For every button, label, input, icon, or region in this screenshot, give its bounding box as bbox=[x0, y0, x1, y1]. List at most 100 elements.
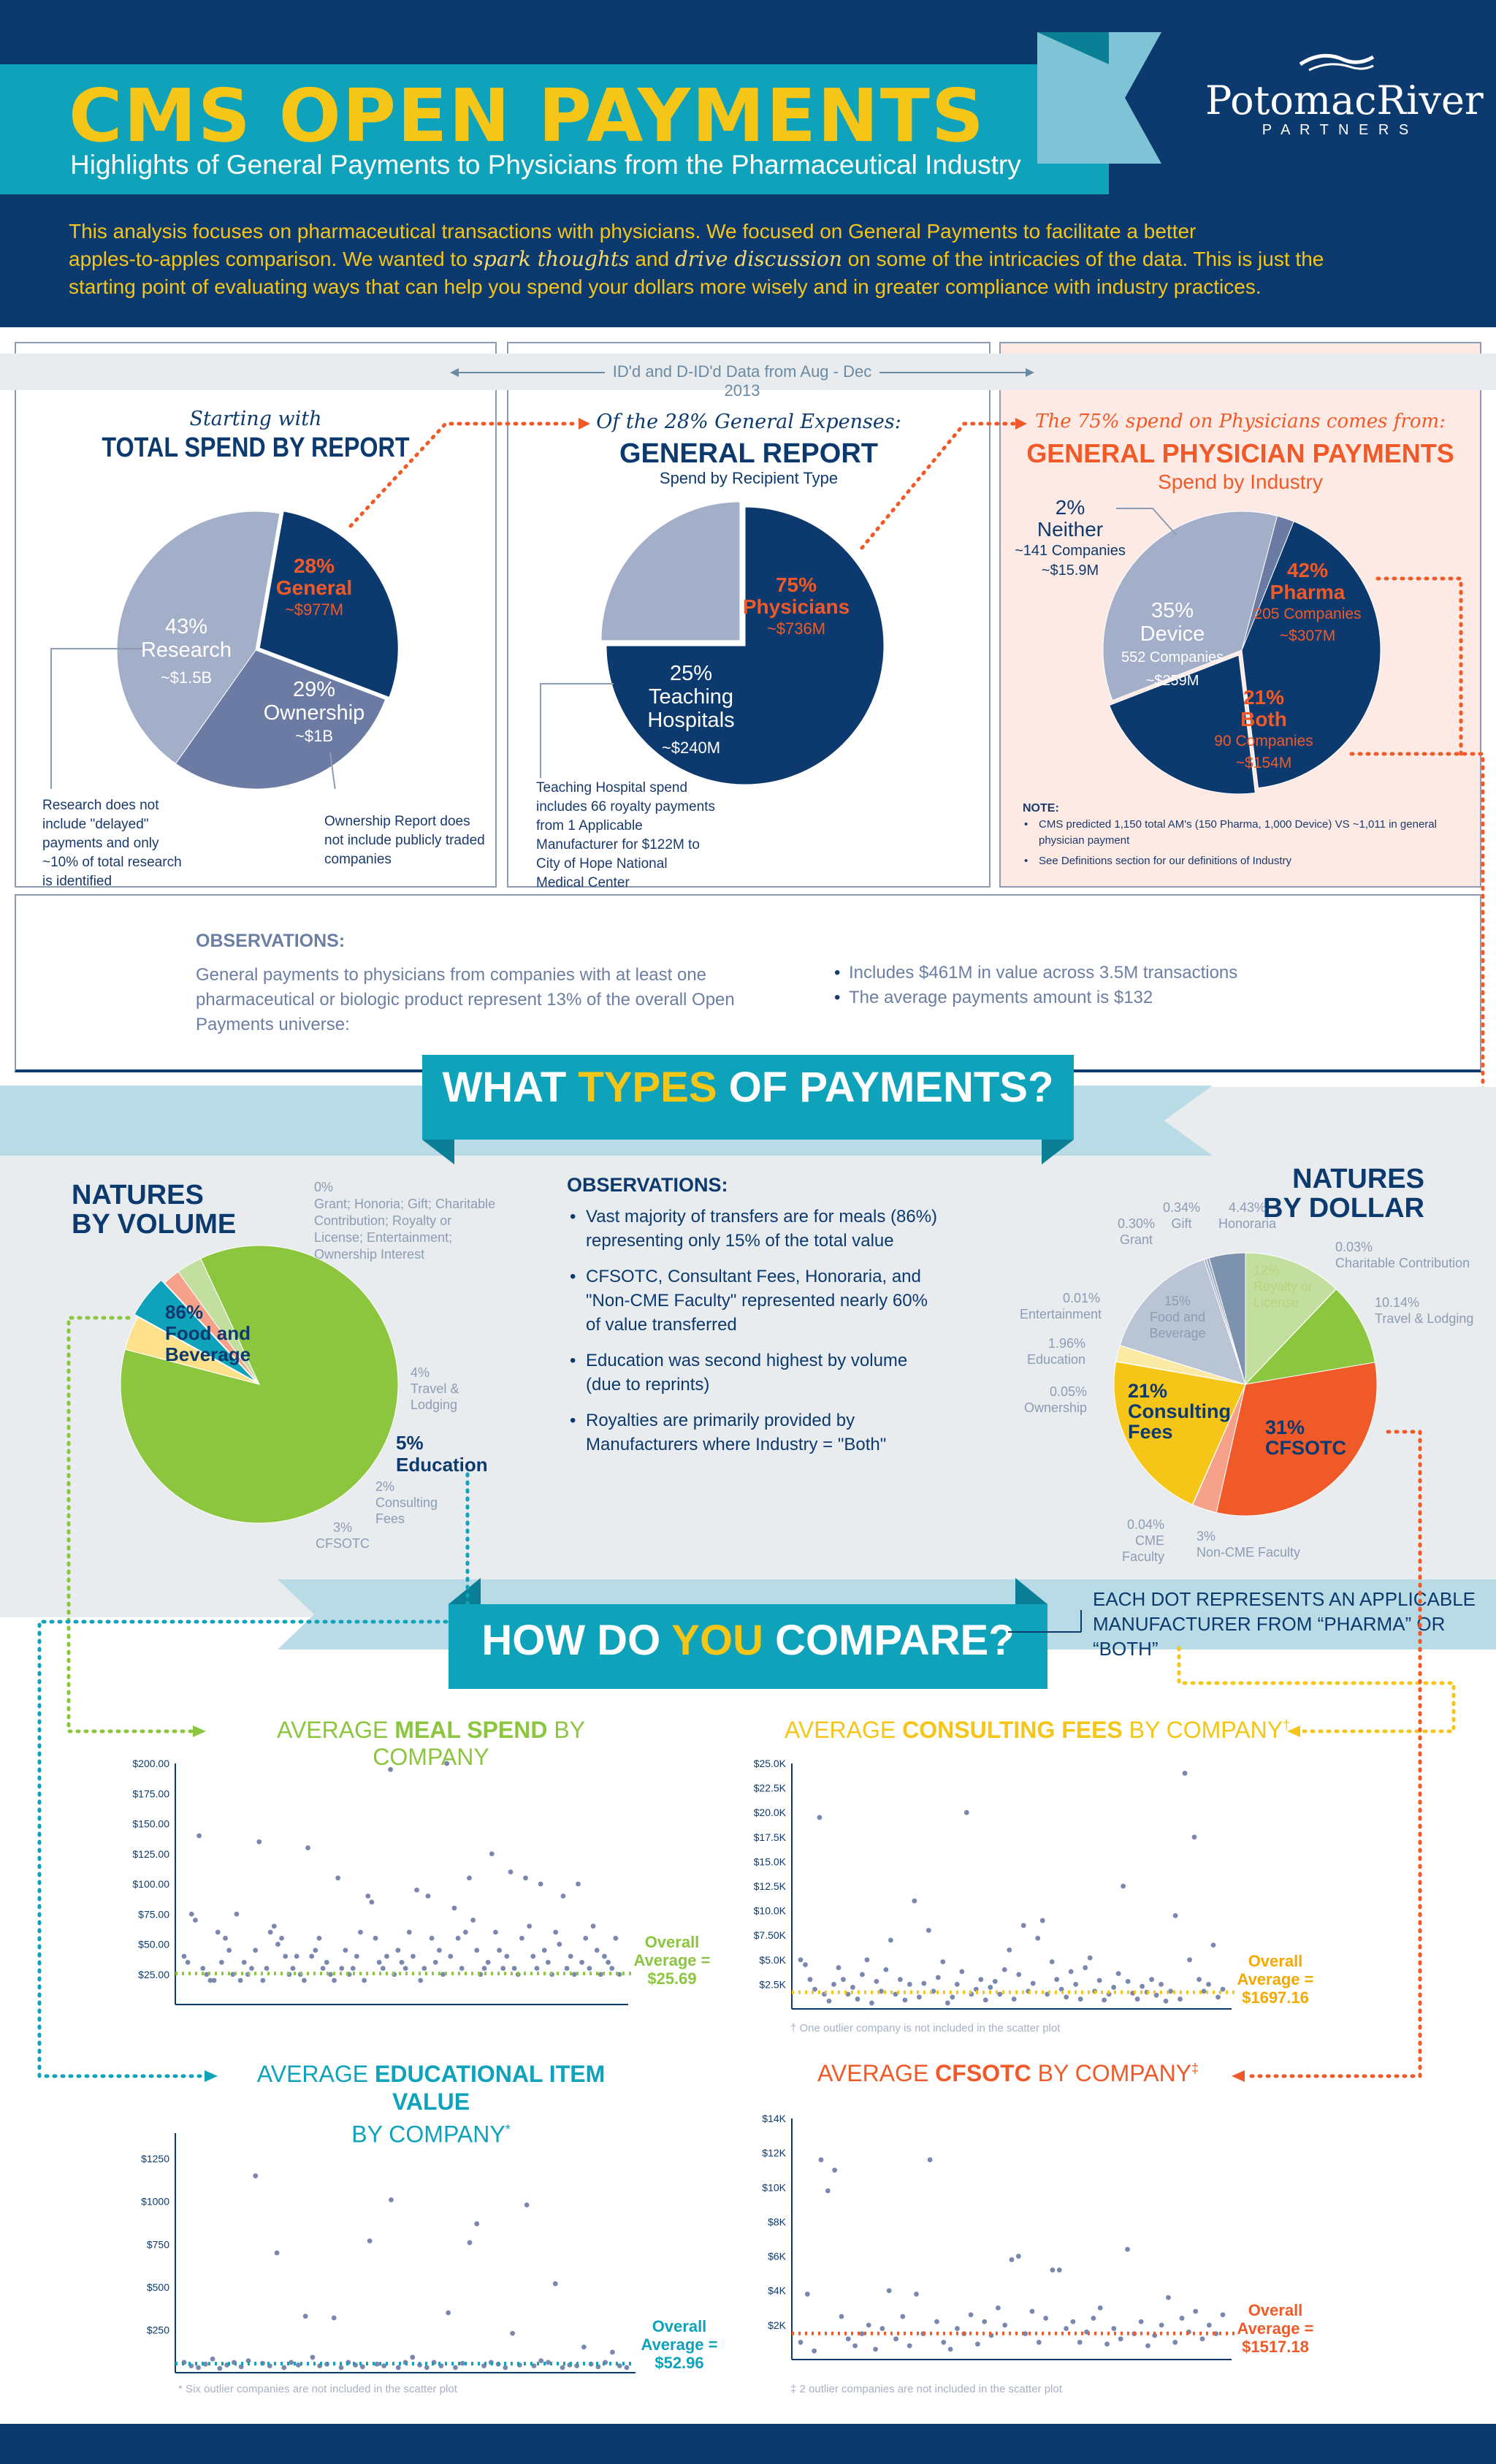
data-point bbox=[963, 1809, 969, 1815]
pie-slice-neither bbox=[1241, 515, 1294, 651]
cfsotc-footnote: ‡ 2 outlier companies are not included i… bbox=[790, 2383, 1062, 2395]
data-point bbox=[864, 1957, 870, 1963]
section2-title-a: WHAT bbox=[442, 1064, 579, 1111]
panel3-note-item: CMS predicted 1,150 total AM's (150 Phar… bbox=[1023, 817, 1461, 849]
data-point bbox=[283, 1953, 289, 1959]
data-point bbox=[436, 1948, 442, 1953]
intro-line-2: apples-to-apples comparison. We wanted t… bbox=[69, 245, 1457, 273]
data-point bbox=[1043, 2316, 1049, 2321]
data-point bbox=[594, 1948, 600, 1953]
dol-food-name2: Beverage bbox=[1149, 1326, 1206, 1340]
section3-title-c: COMPARE? bbox=[763, 1617, 1015, 1664]
data-point bbox=[470, 1918, 476, 1923]
data-point bbox=[914, 2292, 919, 2297]
pie3-device-amt: ~$259M bbox=[1145, 673, 1199, 689]
pie-slice-travel bbox=[1244, 1288, 1376, 1385]
edu-title-b: EDUCATIONAL ITEM VALUE bbox=[374, 2061, 606, 2115]
data-point bbox=[845, 2336, 851, 2342]
section2-title-types: TYPES bbox=[578, 1064, 717, 1111]
data-point bbox=[1077, 1996, 1083, 2002]
data-point bbox=[1009, 2257, 1015, 2262]
data-point bbox=[860, 1972, 865, 1977]
data-point bbox=[579, 1959, 585, 1965]
edu-avg-line2: Average = bbox=[641, 2335, 718, 2354]
data-point bbox=[818, 2157, 824, 2162]
dot-note-line2: MANUFACTURER FROM “PHARMA” OR “BOTH” bbox=[1093, 1613, 1446, 1660]
data-point bbox=[274, 2250, 280, 2256]
pie-slice-teaching-hospitals bbox=[600, 501, 741, 641]
cfsotc-scatter: $2K $4K $6K $8K $10K $12K $14K bbox=[762, 2113, 1239, 2360]
pie-slice-physicians bbox=[606, 506, 885, 785]
data-point bbox=[362, 1977, 367, 1983]
vol-consult-pct: 2% bbox=[375, 1479, 395, 1494]
meal-avg-value: $25.69 bbox=[647, 1969, 697, 1988]
data-point bbox=[552, 2281, 558, 2286]
panel1-note-research: Research does not include "delayed" paym… bbox=[42, 798, 182, 889]
data-point bbox=[1054, 1977, 1060, 1983]
data-point bbox=[1118, 2336, 1123, 2342]
data-point bbox=[414, 1887, 419, 1893]
data-point bbox=[295, 2362, 301, 2368]
data-point bbox=[497, 1948, 502, 1953]
dol-grant-pct: 0.30% bbox=[1118, 1216, 1156, 1231]
data-point bbox=[519, 1935, 524, 1941]
pie2-physicians-pct: 75% bbox=[775, 573, 817, 596]
data-point bbox=[534, 1966, 540, 1971]
data-point bbox=[373, 1935, 378, 1941]
pie-slice-cfsotc bbox=[1216, 1362, 1378, 1517]
y-tick-label: $6K bbox=[768, 2251, 787, 2262]
data-point bbox=[215, 1929, 221, 1935]
banner-ribbon bbox=[1037, 32, 1161, 164]
consult-title-b: CONSULTING FEES bbox=[902, 1717, 1123, 1743]
data-point bbox=[916, 1994, 922, 2000]
dol-own-pct: 0.05% bbox=[1049, 1384, 1087, 1399]
data-point bbox=[812, 2348, 817, 2354]
cfsotc-avg-value: $1517.18 bbox=[1242, 2338, 1309, 2356]
pie3-both-amt: ~$154M bbox=[1235, 755, 1292, 771]
title-banner bbox=[0, 64, 1109, 194]
dollar-title-1: NATURES bbox=[1292, 1164, 1424, 1194]
data-point bbox=[503, 2365, 508, 2370]
data-point bbox=[982, 2319, 988, 2324]
data-point bbox=[327, 1972, 333, 1977]
pie1-ownership-amt: ~$1B bbox=[295, 727, 333, 745]
data-point bbox=[613, 1935, 619, 1941]
y-tick-label: $2K bbox=[768, 2319, 787, 2331]
data-point bbox=[302, 1977, 307, 1983]
y-tick-label: $250 bbox=[147, 2324, 169, 2335]
intro-script-1: spark thoughts bbox=[473, 247, 630, 271]
vol-food-label: 86% Food and Beverage bbox=[165, 1302, 251, 1365]
data-point bbox=[1029, 2308, 1035, 2314]
data-point bbox=[467, 2240, 473, 2246]
data-point bbox=[571, 1972, 577, 1977]
pie1-label-general: 28% General ~$977M bbox=[263, 555, 365, 621]
data-point bbox=[459, 2360, 465, 2366]
cfsotc-title-ddagger: ‡ bbox=[1191, 2061, 1199, 2076]
dol-charit-label: 0.03% Charitable Contribution bbox=[1335, 1239, 1470, 1271]
data-point bbox=[595, 2364, 601, 2370]
pie-slice-consulting bbox=[1113, 1361, 1246, 1506]
data-point bbox=[1163, 1998, 1169, 2004]
data-point bbox=[411, 1953, 416, 1959]
data-point bbox=[1140, 1983, 1145, 1989]
data-point bbox=[527, 1923, 533, 1929]
y-tick-label: $750 bbox=[147, 2238, 169, 2250]
data-point bbox=[485, 1959, 491, 1965]
data-point bbox=[897, 1977, 903, 1983]
data-point bbox=[1068, 1969, 1074, 1975]
data-point bbox=[424, 2365, 430, 2370]
data-point bbox=[1111, 1985, 1117, 1990]
consult-avg-value: $1697.16 bbox=[1242, 1988, 1309, 2007]
data-point bbox=[524, 2202, 530, 2208]
dol-food-name1: Food and bbox=[1149, 1310, 1206, 1324]
data-point bbox=[418, 1977, 424, 1983]
data-point bbox=[959, 1969, 965, 1975]
data-point bbox=[531, 2363, 537, 2369]
y-tick-label: $7.50K bbox=[754, 1929, 787, 1941]
data-point bbox=[264, 1966, 270, 1971]
pie-slice-both bbox=[1109, 655, 1256, 795]
data-point bbox=[193, 1918, 198, 1923]
data-point bbox=[1121, 1883, 1126, 1889]
section2-obs-item: Vast majority of transfers are for meals… bbox=[567, 1205, 947, 1253]
data-point bbox=[1149, 1977, 1154, 1983]
